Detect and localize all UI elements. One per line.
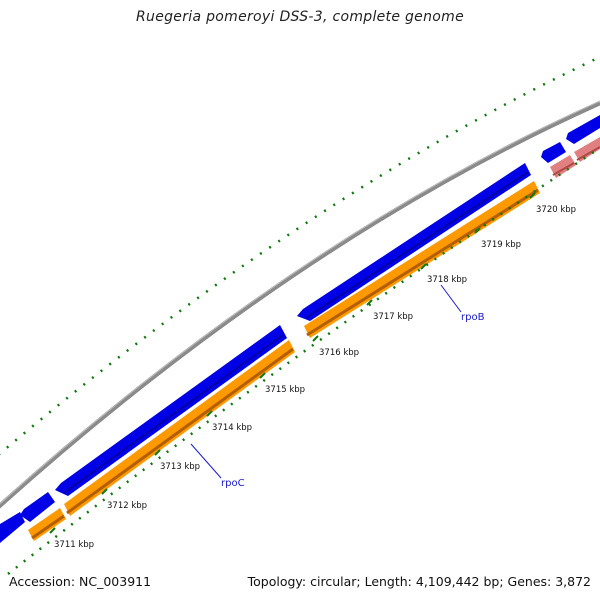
gene-label-rpoB: rpoB	[461, 312, 485, 323]
tick-label-3711: 3711 kbp	[54, 540, 94, 550]
outer-dotted-guide	[0, 55, 600, 456]
map-title: Ruegeria pomeroyi DSS-3, complete genome	[136, 9, 464, 25]
rna-1-shade	[552, 162, 575, 176]
tick-label-3717: 3717 kbp	[373, 312, 413, 322]
gene-blue-rpoC-shade	[63, 334, 284, 494]
tick-label-3715: 3715 kbp	[265, 385, 305, 395]
cds-rpoB-shade	[306, 188, 539, 337]
tick-label-3719: 3719 kbp	[481, 240, 521, 250]
rna-2-shade	[576, 146, 600, 161]
cds-1-shade	[31, 514, 65, 540]
gene-blue-2	[20, 492, 55, 522]
cds-track	[28, 181, 540, 541]
genome-backbone-highlight	[0, 100, 600, 505]
gene-blue-4	[566, 115, 600, 144]
genome-summary-label: Topology: circular; Length: 4,109,442 bp…	[247, 574, 591, 589]
tick-label-3718: 3718 kbp	[427, 275, 467, 285]
tick-label-3713: 3713 kbp	[160, 462, 200, 472]
gene-blue-1	[0, 512, 25, 543]
tick-label-3720: 3720 kbp	[536, 205, 576, 215]
gene-label-rpoC: rpoC	[221, 478, 245, 489]
inner-tick-ruler	[7, 146, 600, 575]
forward-strand-genes	[0, 115, 600, 543]
rna-track	[550, 137, 600, 178]
major-ticks	[49, 192, 536, 534]
genome-backbone	[0, 100, 600, 509]
tick-label-3716: 3716 kbp	[319, 348, 359, 358]
gene-blue-rpoC	[55, 325, 287, 496]
gene-blue-3	[541, 142, 566, 163]
tick-label-3714: 3714 kbp	[212, 423, 252, 433]
tick-label-3712: 3712 kbp	[107, 501, 147, 511]
rpoC-leader-line	[190, 443, 222, 479]
cds-rpoC-shade	[66, 347, 294, 515]
rpoB-leader-line	[440, 284, 462, 313]
accession-label: Accession: NC_003911	[9, 574, 152, 589]
rna-2	[574, 137, 600, 162]
gene-blue-rpoB-shade	[305, 171, 529, 319]
gene-blue-rpoB	[297, 163, 531, 321]
